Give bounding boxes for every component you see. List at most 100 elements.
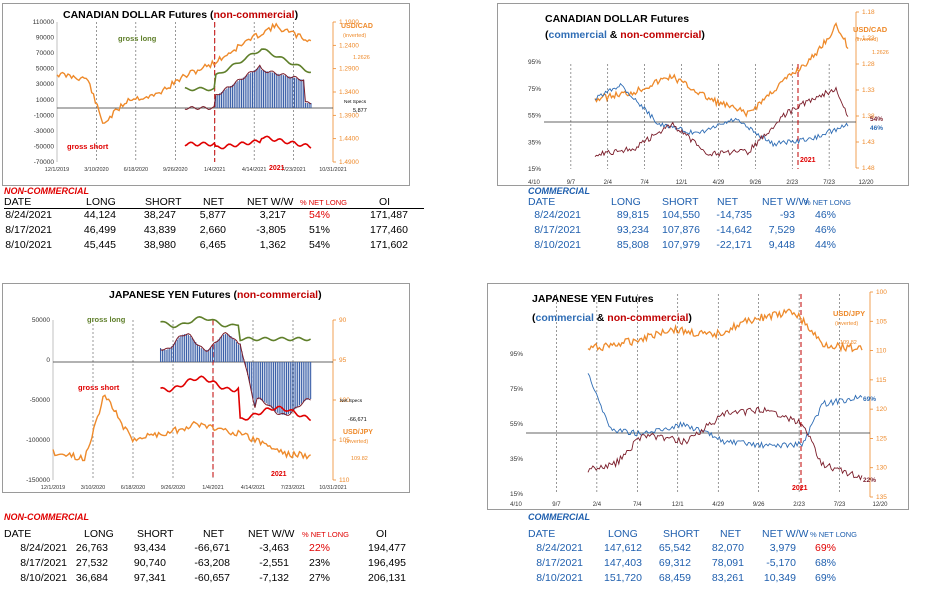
- cad-noncommercial-svg: 110000 90000 70000 50000 30000 10000 -10000 -30…: [33, 9, 373, 173]
- subtitle-noncommercial: non-commercial: [607, 312, 688, 324]
- col-short: SHORT: [663, 528, 700, 540]
- last-net-label: -66,671: [348, 417, 367, 423]
- x-tick-label: 12/20: [858, 180, 874, 185]
- net-bar: [308, 103, 310, 108]
- net-bar: [219, 337, 221, 362]
- gross-short-line: [184, 135, 312, 150]
- y-tick-label: -10000: [34, 112, 55, 119]
- net-bar: [289, 362, 291, 413]
- net-bar: [224, 334, 226, 362]
- table-cell: -66,671: [194, 542, 230, 554]
- net-bar: [304, 103, 307, 108]
- table-row: 8/17/2021 93,234 107,876 -14,642 7,529 46%: [528, 224, 858, 239]
- fx-line: [594, 21, 849, 118]
- net-bar: [163, 349, 165, 362]
- y-tick-label: 50000: [36, 66, 54, 73]
- y-tick-label: 55%: [528, 113, 541, 120]
- net-bar: [302, 362, 304, 403]
- table-cell: 206,131: [368, 572, 406, 584]
- chart-title: CANADIAN DOLLAR Futures (non-commercial): [63, 9, 298, 21]
- y-tick-label: 35%: [510, 456, 523, 463]
- last-fx-label: 1.2626: [872, 50, 889, 56]
- y2-tick-label: 105: [339, 437, 350, 444]
- table-cell: 6,465: [199, 239, 226, 251]
- table-cell: 8/24/2021: [536, 542, 583, 554]
- year-label: 2021: [800, 157, 816, 164]
- year-label: 2021: [269, 165, 285, 172]
- col-date: DATE: [528, 196, 556, 208]
- net-bar: [303, 79, 305, 108]
- y-tick-label: 75%: [528, 86, 541, 93]
- net-bar: [273, 362, 275, 410]
- table-cell: 107,876: [662, 224, 700, 236]
- y-tick-label: 0: [46, 357, 50, 364]
- table-cell: 68%: [814, 557, 836, 569]
- table-row: 8/10/2021 45,445 38,980 6,465 1,362 54% 171,60…: [4, 239, 424, 254]
- table-cell: 2,660: [199, 224, 226, 236]
- x-tick-label: 2/4: [604, 180, 613, 185]
- col-short: SHORT: [145, 196, 182, 208]
- col-netww: NET W/W: [247, 196, 294, 208]
- table-header-row: DATE LONG SHORT NET NET W/W % NET LONG O…: [4, 196, 424, 209]
- col-short: SHORT: [137, 528, 174, 540]
- table-cell: 78,091: [711, 557, 744, 569]
- net-bar: [257, 67, 259, 108]
- col-netlong: % NET LONG: [810, 530, 857, 539]
- chart-title-close: ): [295, 9, 299, 21]
- gross-long-line: [160, 315, 311, 342]
- y-tick-label: -100000: [26, 437, 50, 444]
- y2-tick-label: 105: [876, 318, 887, 325]
- net-bar: [235, 82, 237, 108]
- y-tick-label: -50000: [34, 143, 55, 150]
- net-bar: [178, 337, 180, 362]
- net-bar: [280, 362, 282, 415]
- table-cell: 93,434: [133, 542, 166, 554]
- x-tick-label: 1/4/2021: [202, 485, 223, 491]
- x-tick-label: 12/1/2019: [45, 167, 69, 173]
- net-bar: [222, 90, 224, 108]
- y2-tick-label: 95: [339, 357, 347, 364]
- y2-tick-label: 130: [876, 465, 887, 472]
- col-net: NET: [203, 196, 224, 208]
- col-net: NET: [203, 528, 224, 540]
- table-cell: 147,403: [604, 557, 642, 569]
- x-tick-label: 2/23: [793, 502, 805, 508]
- net-bar: [206, 349, 208, 362]
- y2-tick-label: 1.28: [862, 61, 875, 68]
- net-bar: [293, 77, 296, 108]
- net-bar: [185, 334, 188, 362]
- y-tick-label: 15%: [528, 166, 541, 173]
- table-cell: 43,839: [143, 224, 176, 236]
- table-cell: 90,740: [133, 557, 166, 569]
- y2-tick-label: 90: [339, 317, 347, 324]
- col-netlong: % NET LONG: [300, 198, 347, 207]
- table-cell: 8/10/2021: [5, 239, 52, 251]
- table-cell: 194,477: [368, 542, 406, 554]
- net-bar: [220, 92, 223, 108]
- chart-subtitle: (commercial & non-commercial): [545, 29, 705, 41]
- y2-tick-label: 135: [876, 494, 887, 501]
- jpy-noncommercial-svg: 500000-50000-100000-15000090951001051101…: [26, 289, 373, 491]
- table-title: NON-COMMERCIAL: [4, 186, 89, 196]
- subtitle-commercial: commercial: [549, 29, 607, 41]
- table-cell: 27,532: [75, 557, 108, 569]
- jpy-noncommercial-table: NON-COMMERCIAL DATE LONG SHORT NET NET W…: [4, 512, 424, 592]
- table-cell: 69,312: [658, 557, 691, 569]
- net-bar: [234, 339, 236, 362]
- table-cell: 69%: [814, 572, 836, 584]
- table-cell: 7,529: [768, 224, 795, 236]
- net-bar: [279, 74, 281, 108]
- cad-noncommercial-chart: 110000 90000 70000 50000 30000 10000 -10000 -30…: [2, 3, 410, 186]
- table-cell: 8/24/2021: [20, 542, 67, 554]
- net-bar: [284, 75, 286, 108]
- net-bar: [273, 73, 275, 108]
- y2-tick-label: 100: [339, 397, 350, 404]
- table-cell: 151,720: [604, 572, 642, 584]
- table-cell: 85,808: [616, 239, 649, 251]
- net-bar: [184, 334, 186, 362]
- net-bar: [165, 349, 167, 362]
- net-bar: [250, 72, 252, 108]
- net-bar: [187, 334, 189, 362]
- net-bar: [264, 70, 266, 108]
- last-net-label: 5,877: [353, 108, 367, 114]
